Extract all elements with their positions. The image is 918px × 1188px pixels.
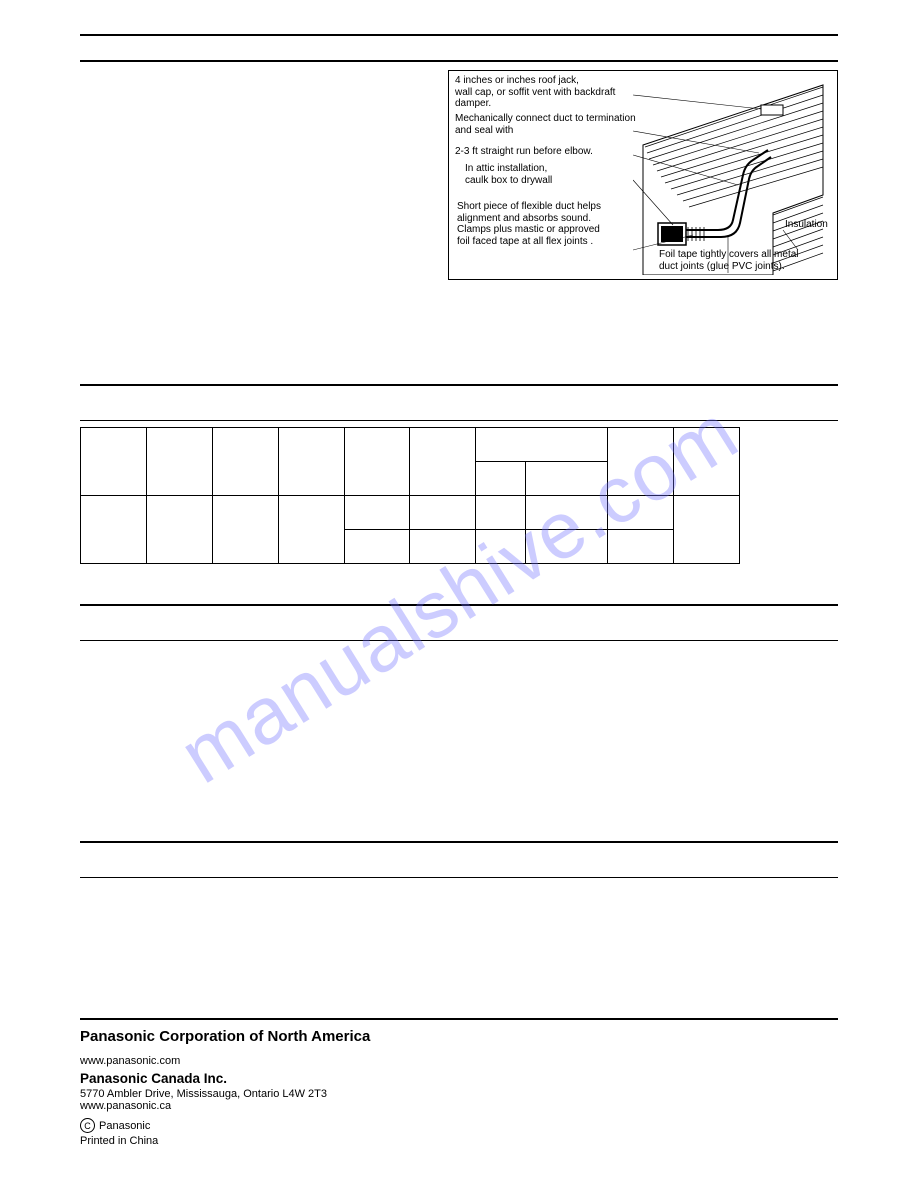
text-insulation: Insulation <box>785 219 828 230</box>
label-insulation: Insulation <box>785 219 828 231</box>
table-row <box>81 428 740 462</box>
label-foil-tape: Foil tape tightly covers all metal duct … <box>659 249 819 272</box>
copyright-name: Panasonic <box>99 1120 150 1132</box>
rule-section-2 <box>80 604 838 606</box>
spec-table <box>80 427 740 564</box>
text-attic: In attic installation, caulk box to dryw… <box>465 163 552 186</box>
copyright-line: C Panasonic <box>80 1118 838 1133</box>
rule-section-1 <box>80 384 838 386</box>
rule-section-3 <box>80 841 838 843</box>
printed-in: Printed in China <box>80 1135 838 1147</box>
corp-name: Panasonic Corporation of North America <box>80 1028 838 1045</box>
rule-footer <box>80 1018 838 1020</box>
rule-top-2 <box>80 60 838 62</box>
text-straight-run: 2-3 ft straight run before elbow. <box>455 146 593 157</box>
label-connect: Mechanically connect duct to termination… <box>455 113 645 136</box>
subsidiary-name: Panasonic Canada Inc. <box>80 1071 838 1086</box>
rule-section-1b <box>80 420 838 421</box>
label-attic: In attic installation, caulk box to dryw… <box>465 163 595 186</box>
label-roof-jack: 4 inches or inches roof jack, wall cap, … <box>455 75 635 110</box>
roof-illustration <box>633 75 833 275</box>
copyright-symbol: C <box>84 1121 91 1131</box>
copyright-icon: C <box>80 1118 95 1133</box>
footer: Panasonic Corporation of North America w… <box>80 1028 838 1147</box>
table-row <box>81 496 740 530</box>
url-us: www.panasonic.com <box>80 1055 838 1067</box>
url-ca: www.panasonic.ca <box>80 1100 838 1112</box>
text-flex: Short piece of flexible duct helps align… <box>457 201 601 247</box>
rule-section-2b <box>80 640 838 641</box>
rule-section-3b <box>80 877 838 878</box>
text-connect: Mechanically connect duct to termination… <box>455 113 636 136</box>
duct-diagram: 4 inches or inches roof jack, wall cap, … <box>448 70 838 280</box>
text-roof-jack: 4 inches or inches roof jack, wall cap, … <box>455 75 615 109</box>
label-straight-run: 2-3 ft straight run before elbow. <box>455 146 625 158</box>
text-foil-tape: Foil tape tightly covers all metal duct … <box>659 249 799 272</box>
rule-top-1 <box>80 34 838 36</box>
address: 5770 Ambler Drive, Mississauga, Ontario … <box>80 1088 838 1100</box>
label-flex: Short piece of flexible duct helps align… <box>457 201 627 247</box>
